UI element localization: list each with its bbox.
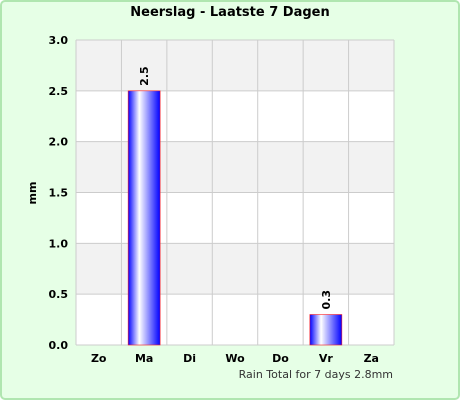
y-tick-labels: 0.0 0.5 1.0 1.5 2.0 2.5 3.0 — [49, 34, 69, 352]
x-tick-label-za: Za — [364, 352, 379, 365]
plot-band — [76, 141, 394, 193]
bar-vr — [309, 314, 343, 346]
x-tick-label-di: Di — [183, 352, 196, 365]
y-tick-label: 1.5 — [49, 187, 69, 200]
y-axis-label: mm — [26, 182, 39, 205]
y-tick-label: 0.0 — [49, 339, 69, 352]
plot-band — [76, 294, 394, 345]
data-label-ma: 2.5 — [138, 66, 151, 86]
data-label-vr: 0.3 — [320, 290, 333, 310]
bar-ma — [127, 90, 161, 346]
x-tick-label-zo: Zo — [91, 352, 107, 365]
chart-title: Neerslag - Laatste 7 Dagen — [130, 5, 330, 20]
x-tick-label-ma: Ma — [135, 352, 153, 365]
x-tick-label-vr: Vr — [319, 352, 334, 365]
y-tick-label: 0.5 — [49, 288, 69, 301]
bars — [127, 90, 343, 346]
y-tick-label: 1.0 — [49, 237, 69, 250]
plot-band — [76, 243, 394, 295]
rain-total-footnote: Rain Total for 7 days 2.8mm — [239, 368, 393, 381]
data-labels: 2.5 0.3 — [138, 66, 333, 309]
plot-band — [76, 90, 394, 142]
x-tick-labels: Zo Ma Di Wo Do Vr Za — [91, 352, 379, 365]
x-tick-label-do: Do — [272, 352, 289, 365]
x-tick-label-wo: Wo — [225, 352, 245, 365]
y-tick-label: 3.0 — [49, 34, 69, 47]
plot-band — [76, 40, 394, 91]
plot-band — [76, 192, 394, 244]
y-tick-label: 2.5 — [49, 85, 69, 98]
y-tick-label: 2.0 — [49, 136, 69, 149]
